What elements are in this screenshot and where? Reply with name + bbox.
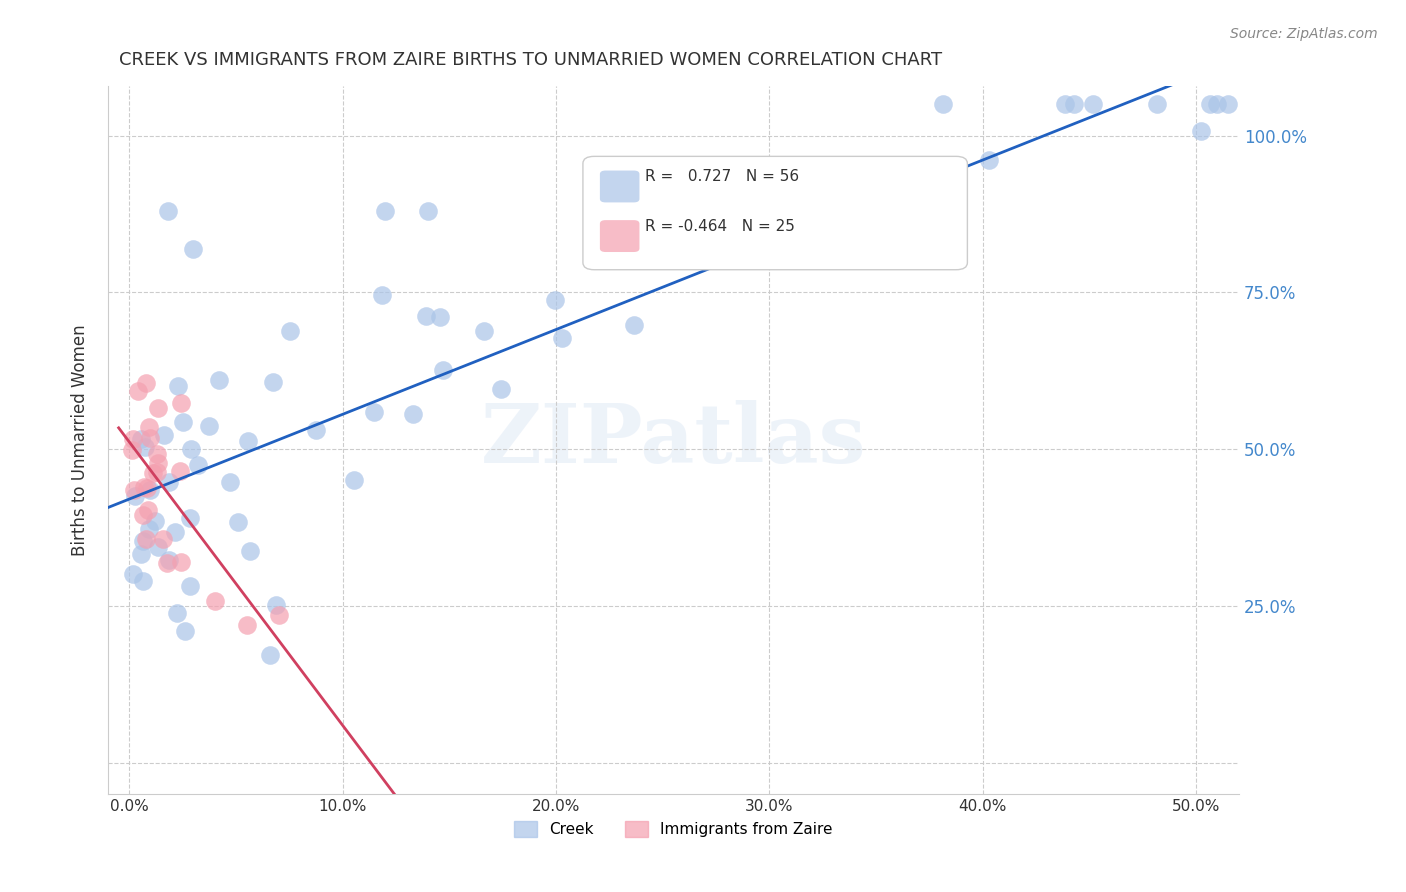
Point — [146, 456, 169, 470]
Point — [167, 379, 190, 393]
Point — [165, 524, 187, 539]
Point — [136, 502, 159, 516]
Legend: Creek, Immigrants from Zaire: Creek, Immigrants from Zaire — [509, 815, 838, 843]
Point — [623, 318, 645, 332]
Point — [932, 97, 955, 112]
Point — [343, 473, 366, 487]
Point — [262, 375, 284, 389]
Point — [208, 373, 231, 387]
Point — [146, 447, 169, 461]
Point — [146, 401, 169, 416]
Point — [401, 407, 423, 421]
Point — [121, 566, 143, 581]
Text: Source: ZipAtlas.com: Source: ZipAtlas.com — [1230, 27, 1378, 41]
Point — [183, 242, 205, 256]
Point — [139, 483, 162, 497]
Point — [544, 293, 567, 307]
Point — [139, 431, 162, 445]
Text: R =   0.727   N = 56: R = 0.727 N = 56 — [645, 169, 799, 184]
Point — [236, 434, 259, 449]
Point — [122, 432, 145, 446]
FancyBboxPatch shape — [583, 156, 967, 269]
Point — [264, 598, 287, 612]
Point — [142, 466, 165, 480]
Point — [416, 203, 439, 218]
FancyBboxPatch shape — [600, 220, 640, 252]
Text: CREEK VS IMMIGRANTS FROM ZAIRE BIRTHS TO UNMARRIED WOMEN CORRELATION CHART: CREEK VS IMMIGRANTS FROM ZAIRE BIRTHS TO… — [120, 51, 942, 69]
Point — [174, 624, 197, 638]
Text: R = -0.464   N = 25: R = -0.464 N = 25 — [645, 219, 794, 234]
Point — [1189, 124, 1212, 138]
Point — [127, 384, 149, 399]
Point — [138, 420, 160, 434]
Point — [179, 579, 201, 593]
Point — [259, 648, 281, 663]
Point — [124, 489, 146, 503]
Point — [472, 324, 495, 338]
Point — [239, 543, 262, 558]
Point — [157, 553, 180, 567]
Point — [129, 547, 152, 561]
Point — [122, 483, 145, 497]
Point — [363, 405, 385, 419]
Point — [1205, 97, 1227, 112]
Point — [148, 540, 170, 554]
Point — [156, 203, 179, 218]
Point — [371, 287, 394, 301]
Point — [179, 511, 201, 525]
Point — [1146, 97, 1168, 112]
Point — [1081, 97, 1104, 112]
Point — [198, 418, 221, 433]
Point — [204, 594, 226, 608]
Point — [134, 480, 156, 494]
Point — [166, 607, 188, 621]
Point — [1063, 97, 1085, 112]
Point — [135, 532, 157, 546]
Point — [219, 475, 242, 490]
Point — [132, 508, 155, 522]
Point — [305, 423, 328, 437]
Point — [132, 534, 155, 549]
Point — [121, 442, 143, 457]
Point — [169, 464, 191, 478]
Point — [129, 433, 152, 447]
Point — [979, 153, 1001, 167]
Point — [235, 618, 257, 632]
Point — [1216, 97, 1239, 112]
FancyBboxPatch shape — [600, 170, 640, 202]
Y-axis label: Births to Unmarried Women: Births to Unmarried Women — [72, 324, 89, 556]
Point — [156, 556, 179, 570]
Point — [134, 440, 156, 454]
Point — [153, 427, 176, 442]
Point — [143, 514, 166, 528]
Point — [1199, 97, 1222, 112]
Text: ZIPatlas: ZIPatlas — [481, 400, 866, 480]
Point — [180, 442, 202, 457]
Point — [152, 532, 174, 546]
Point — [135, 481, 157, 495]
Point — [146, 465, 169, 479]
Point — [135, 376, 157, 390]
Point — [170, 396, 193, 410]
Point — [278, 324, 301, 338]
Point — [429, 310, 451, 324]
Point — [267, 608, 290, 623]
Point — [550, 331, 572, 345]
Point — [132, 574, 155, 589]
Point — [432, 363, 454, 377]
Point — [1053, 97, 1076, 112]
Point — [226, 515, 249, 529]
Point — [138, 522, 160, 536]
Point — [374, 203, 396, 218]
Point — [489, 382, 512, 396]
Point — [415, 310, 437, 324]
Point — [170, 555, 193, 569]
Point — [172, 415, 194, 429]
Point — [187, 458, 209, 472]
Point — [157, 475, 180, 489]
